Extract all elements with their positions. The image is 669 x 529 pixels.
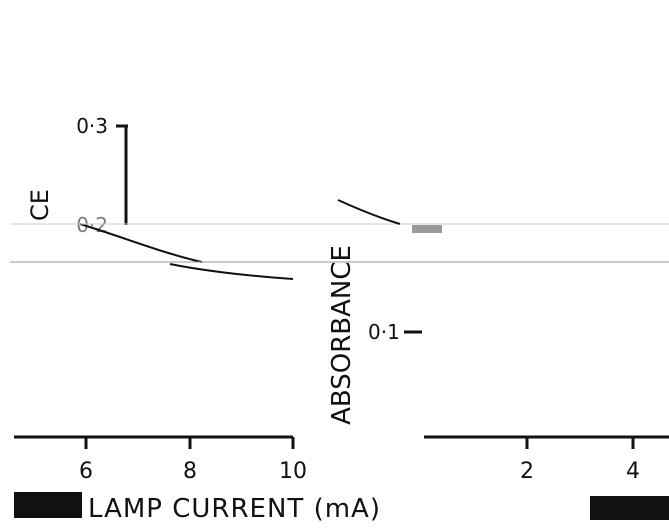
right-x-tick-label-2: 2: [520, 459, 534, 484]
right-series-line: [337, 199, 401, 225]
left-series-line-2: [169, 263, 294, 280]
scan-blob: [412, 225, 442, 233]
right-x-tick-label-4: 4: [626, 459, 640, 484]
right-panel: 2 4 0·1 ABSORBANCE: [327, 199, 669, 484]
left-x-tick-label-10: 10: [279, 459, 307, 484]
left-x-tick-label-8: 8: [183, 459, 197, 484]
x-axis-label: LAMP CURRENT (mA): [88, 494, 381, 524]
middle-y-axis-label: ABSORBANCE: [327, 245, 357, 425]
left-x-tick-label-6: 6: [79, 459, 93, 484]
left-y-axis-label: CE: [26, 189, 54, 221]
x-axis-label-block: LAMP CURRENT (mA): [14, 492, 669, 524]
left-panel: 0·3 0·2 6 8 10 CE: [14, 114, 307, 484]
left-y-tick-label-top: 0·3: [76, 114, 108, 138]
left-series-line-1: [79, 223, 203, 263]
x-label-bg-left: [14, 492, 82, 518]
right-y-tick-label: 0·1: [368, 320, 400, 344]
x-label-bg-right: [590, 496, 669, 520]
